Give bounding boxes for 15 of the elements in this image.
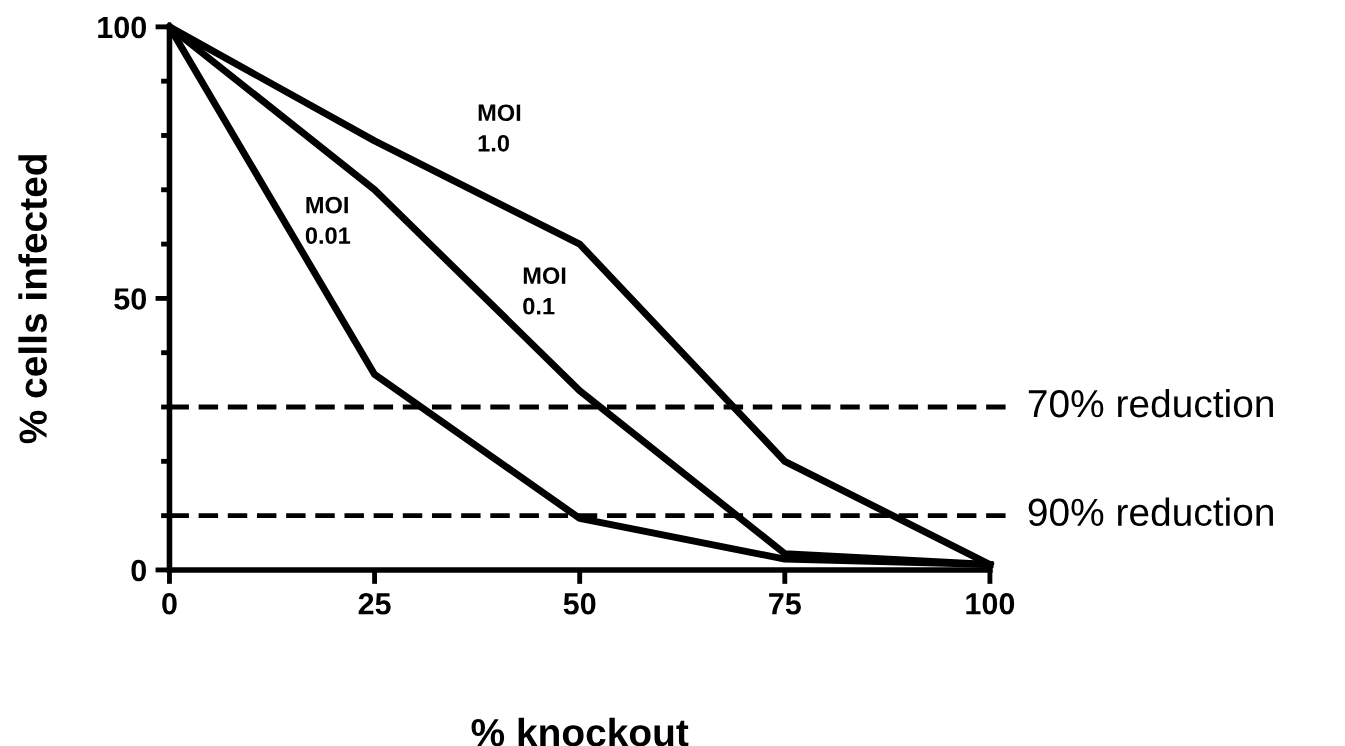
x-tick-label: 75 [769,593,801,615]
ref-line-label: 70% reduction [1028,388,1273,418]
series-label: MOI 0.01 [305,196,351,244]
x-axis-title: % knockout [471,717,689,746]
ref-line-label: 90% reduction [1028,497,1273,527]
x-tick-label: 25 [358,592,391,615]
y-tick-label: 0 [131,559,146,582]
x-tick-label: 50 [563,592,596,615]
x-tick-label: 0 [162,592,177,615]
x-tick-label: 100 [966,592,1015,615]
y-axis-title: % cells infected [18,155,47,444]
series-label: MOI 1.0 [478,104,521,152]
series-label: MOI 0.1 [523,267,566,315]
y-tick-label: 50 [114,288,146,310]
y-tick-label: 100 [98,16,146,39]
